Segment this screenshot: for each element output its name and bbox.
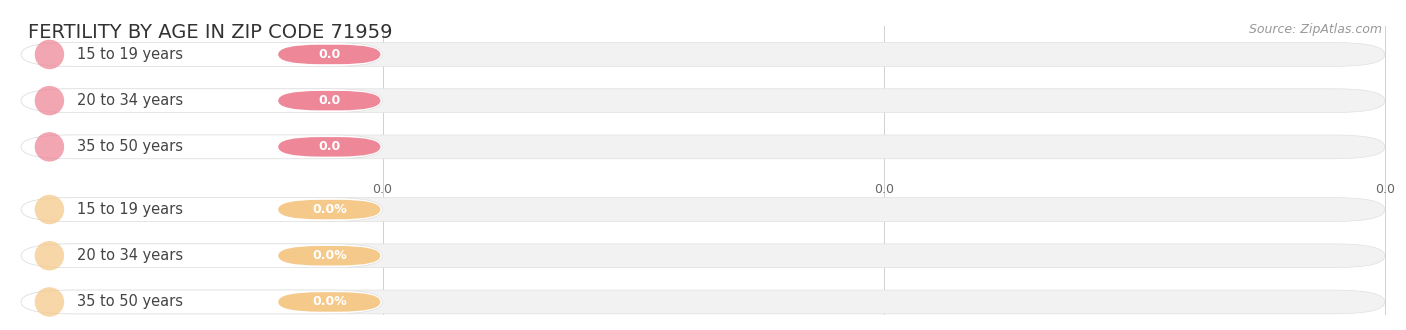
FancyBboxPatch shape (21, 290, 1385, 314)
FancyBboxPatch shape (21, 198, 1385, 221)
Text: 35 to 50 years: 35 to 50 years (77, 139, 183, 154)
Ellipse shape (35, 86, 65, 115)
Text: 15 to 19 years: 15 to 19 years (77, 202, 183, 217)
Ellipse shape (35, 40, 65, 69)
FancyBboxPatch shape (21, 198, 382, 221)
Text: 0.0: 0.0 (373, 183, 392, 196)
FancyBboxPatch shape (278, 45, 381, 64)
FancyBboxPatch shape (21, 89, 1385, 113)
Text: 20 to 34 years: 20 to 34 years (77, 93, 183, 108)
FancyBboxPatch shape (21, 135, 382, 159)
Ellipse shape (35, 195, 65, 224)
Text: 35 to 50 years: 35 to 50 years (77, 294, 183, 310)
FancyBboxPatch shape (21, 244, 382, 268)
Text: 0.0: 0.0 (873, 183, 894, 196)
Text: 15 to 19 years: 15 to 19 years (77, 47, 183, 62)
FancyBboxPatch shape (21, 89, 382, 113)
FancyBboxPatch shape (21, 43, 382, 66)
Text: 0.0%: 0.0% (312, 203, 347, 216)
Text: FERTILITY BY AGE IN ZIP CODE 71959: FERTILITY BY AGE IN ZIP CODE 71959 (28, 23, 392, 42)
FancyBboxPatch shape (278, 292, 381, 312)
FancyBboxPatch shape (278, 200, 381, 219)
Ellipse shape (35, 287, 65, 317)
Text: 0.0%: 0.0% (312, 249, 347, 262)
Text: 0.0: 0.0 (1375, 183, 1395, 196)
Text: 0.0: 0.0 (318, 140, 340, 153)
FancyBboxPatch shape (21, 43, 1385, 66)
Ellipse shape (35, 132, 65, 162)
FancyBboxPatch shape (278, 91, 381, 111)
FancyBboxPatch shape (21, 135, 1385, 159)
Text: 0.0: 0.0 (318, 94, 340, 107)
FancyBboxPatch shape (278, 137, 381, 157)
FancyBboxPatch shape (21, 244, 1385, 268)
Text: 20 to 34 years: 20 to 34 years (77, 248, 183, 263)
Text: 0.0%: 0.0% (312, 295, 347, 309)
FancyBboxPatch shape (21, 290, 382, 314)
FancyBboxPatch shape (278, 246, 381, 266)
Text: 0.0: 0.0 (318, 48, 340, 61)
Text: Source: ZipAtlas.com: Source: ZipAtlas.com (1249, 23, 1382, 36)
Ellipse shape (35, 241, 65, 271)
